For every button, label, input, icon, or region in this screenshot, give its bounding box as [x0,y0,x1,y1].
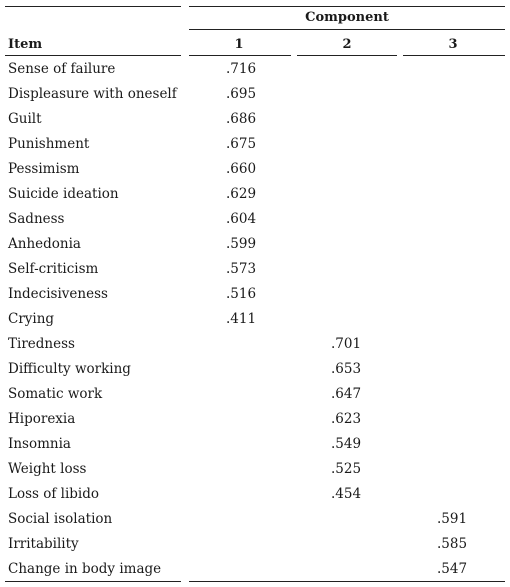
loading-c2: .525 [331,461,362,477]
table-row: Guilt .686 [5,107,505,132]
loading-c1: .516 [226,286,257,302]
table-row: Difficulty working .653 [5,357,505,382]
item-label: Irritability [8,536,79,552]
table-row: Social isolation .591 [5,507,505,532]
loading-c1: .629 [226,186,257,202]
table-row: Pessimism .660 [5,157,505,182]
component-3-header: 3 [448,37,458,52]
loading-c2: .653 [331,361,362,377]
component-group-rule [189,29,505,30]
loading-c2: .701 [331,336,362,352]
item-label: Change in body image [8,561,162,577]
item-label: Weight loss [8,461,87,477]
table-row: Displeasure with oneself .695 [5,82,505,107]
table-row: Loss of libido .454 [5,482,505,507]
item-label: Self-criticism [8,261,99,277]
top-rule-component [189,6,505,7]
loading-c3: .547 [437,561,468,577]
top-rule-left [5,6,181,7]
table-row: Crying .411 [5,307,505,332]
item-label: Suicide ideation [8,186,119,202]
item-label: Hiporexia [8,411,76,427]
table-row: Tiredness .701 [5,332,505,357]
item-label: Punishment [8,136,90,152]
item-label: Social isolation [8,511,113,527]
table-row: Anhedonia .599 [5,232,505,257]
component-group-header: Component [305,10,389,25]
component-2-header: 2 [342,37,352,52]
item-label: Somatic work [8,386,103,402]
table-row: Somatic work .647 [5,382,505,407]
table-row: Sadness .604 [5,207,505,232]
loading-c1: .716 [226,61,257,77]
item-label: Sadness [8,211,65,227]
loading-c1: .604 [226,211,257,227]
loading-c1: .695 [226,86,257,102]
item-label: Difficulty working [8,361,131,377]
table-row: Weight loss .525 [5,457,505,482]
loading-c2: .623 [331,411,362,427]
loading-c3: .591 [437,511,468,527]
item-label: Pessimism [8,161,80,177]
loading-c1: .675 [226,136,257,152]
table-row: Change in body image .547 [5,557,505,582]
item-label: Sense of failure [8,61,116,77]
loading-c1: .686 [226,111,257,127]
loading-c1: .599 [226,236,257,252]
item-label: Crying [8,311,55,327]
table-row: Self-criticism .573 [5,257,505,282]
loading-c1: .411 [226,311,257,327]
item-label: Loss of libido [8,486,100,502]
table-row: Sense of failure .716 [5,57,505,82]
bottom-rule-component [189,581,505,582]
header-rule-c3 [403,55,505,56]
loading-c3: .585 [437,536,468,552]
table-row: Hiporexia .623 [5,407,505,432]
table-row: Punishment .675 [5,132,505,157]
component-1-header: 1 [234,37,244,52]
table-row: Indecisiveness .516 [5,282,505,307]
item-label: Anhedonia [8,236,81,252]
header-rule-c1 [189,55,291,56]
loading-c1: .660 [226,161,257,177]
item-label: Tiredness [8,336,75,352]
header-rule-item [5,55,181,56]
loading-c2: .454 [331,486,362,502]
header-rule-c2 [297,55,397,56]
loading-c2: .647 [331,386,362,402]
item-label: Indecisiveness [8,286,108,302]
loading-c2: .549 [331,436,362,452]
item-label: Displeasure with oneself [8,86,177,102]
table-row: Irritability .585 [5,532,505,557]
bottom-rule-left [5,581,181,582]
table-row: Insomnia .549 [5,432,505,457]
table-row: Suicide ideation .629 [5,182,505,207]
loading-c1: .573 [226,261,257,277]
item-column-header: Item [8,37,43,52]
item-label: Insomnia [8,436,71,452]
item-label: Guilt [8,111,42,127]
